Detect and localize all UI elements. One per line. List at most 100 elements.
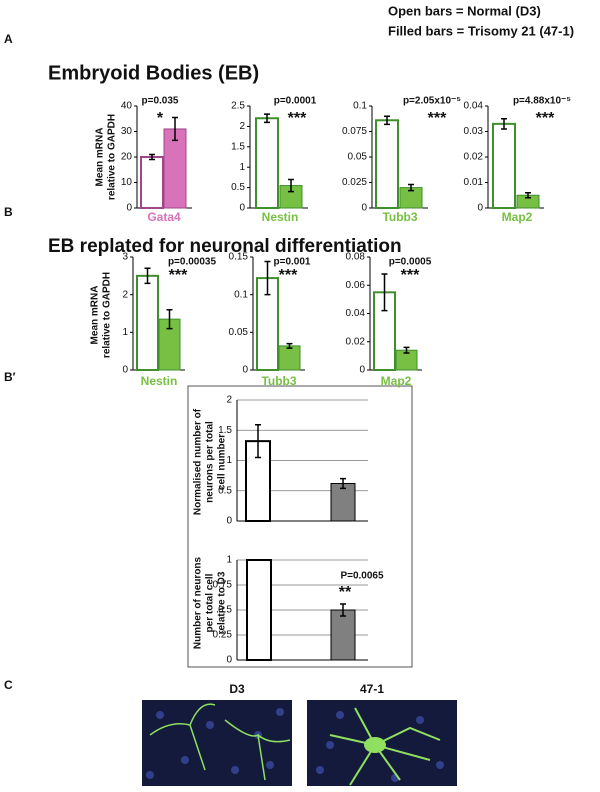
significance: *** [428,110,447,127]
filled-bar [278,345,301,371]
y-label: relative to GAPDH [102,272,113,358]
y-label: per total cell [205,573,216,632]
open-bar [492,122,516,209]
significance: *** [279,267,298,284]
error-bar [384,115,390,126]
error-bar [408,183,414,192]
error-bar [172,116,178,142]
image-label: 47-1 [360,682,384,696]
error-bar [525,191,531,199]
significance: ** [339,584,352,601]
p-value: p=0.0001 [274,96,317,107]
y-label: cell number [217,434,228,490]
p-value: p=4.88x10⁻⁵ [513,96,571,107]
significance: *** [288,110,307,127]
y-tick-label: 0.25 [213,630,233,641]
y-tick-label: 0.025 [342,177,367,188]
y-tick-label: 0 [239,203,245,214]
y-tick-label: 30 [121,126,133,137]
y-tick-label: 0.04 [464,101,484,112]
y-label: Mean mRNA [90,286,101,345]
legend-filled: Filled bars = Trisomy 21 (47-1) [388,23,574,38]
y-tick-label: 0.075 [342,126,367,137]
error-bar [264,113,270,124]
y-tick-label: 0.05 [348,152,368,163]
y-tick-label: 0.05 [229,327,249,338]
y-tick-label: 1 [226,555,232,566]
y-tick-label: 40 [121,101,133,112]
p-value: p=2.05x10⁻⁵ [403,96,461,107]
y-label: Number of neurons [193,556,204,649]
micrograph [307,700,457,786]
open-bar [375,119,399,209]
x-label: Nestin [141,374,178,388]
y-label: neurons per total [205,421,216,503]
micrograph [142,700,292,786]
y-tick-label: 1.5 [218,425,232,436]
error-bar [288,178,294,193]
y-tick-label: 2.5 [231,101,245,112]
y-tick-label: 10 [121,177,133,188]
y-tick-label: 0.01 [464,177,484,188]
panel-frame [187,385,413,668]
error-bar [381,273,388,312]
open-bar [136,274,159,372]
panel-label: C [4,678,13,692]
y-tick-label: 0.08 [346,252,366,263]
y-tick-label: 3 [122,252,128,263]
y-tick-label: 0.75 [213,580,233,591]
x-label: Tubb3 [261,374,296,388]
y-tick-label: 0.1 [353,101,367,112]
y-tick-label: 2 [226,395,232,406]
y-tick-label: 2 [122,289,128,300]
significance: *** [536,110,555,127]
y-tick-label: 1 [226,455,232,466]
y-label: relative to GAPDH [107,114,118,200]
y-tick-label: 1.5 [231,141,245,152]
y-tick-label: 0 [477,203,483,214]
error-bar [340,477,346,490]
panel-label: A [4,32,13,46]
open-bar [246,559,272,661]
x-label: Map2 [381,374,412,388]
y-tick-label: 1 [122,327,128,338]
p-value: P=0.0065 [340,571,384,582]
p-value: p=0.035 [142,96,179,107]
error-bar [403,346,410,354]
y-tick-label: 0 [226,516,232,527]
significance: *** [169,267,188,284]
x-label: Gata4 [147,210,181,224]
y-tick-label: 0.1 [234,289,248,300]
x-label: Tubb3 [382,210,417,224]
p-value: p=0.0005 [389,257,432,268]
error-bar [144,267,151,285]
error-bar [340,603,346,617]
error-bar [255,424,261,459]
y-tick-label: 20 [121,152,133,163]
y-tick-label: 0.06 [346,280,366,291]
panel-title: EB replated for neuronal differentiation [48,236,402,257]
y-tick-label: 0 [126,203,132,214]
y-tick-label: 0 [361,203,367,214]
y-label: Normalised number of [193,408,204,515]
open-bar [255,117,279,209]
y-tick-label: 0 [226,655,232,666]
y-label: Mean mRNA [95,128,106,187]
panel-title: Embryoid Bodies (EB) [48,62,259,84]
error-bar [264,260,271,296]
error-bar [166,308,173,330]
y-tick-label: 0 [242,365,248,376]
y-tick-label: 0.5 [218,605,232,616]
open-bar [140,156,164,209]
y-tick-label: 2 [239,121,245,132]
y-tick-label: 0.03 [464,126,484,137]
error-bar [149,153,155,161]
p-value: p=0.00035 [168,257,217,268]
image-label: D3 [229,682,245,696]
filled-bar [330,609,356,661]
y-tick-label: 0.02 [464,152,484,163]
y-tick-label: 0.04 [346,308,366,319]
y-label: relative to D3 [217,571,228,634]
panel-label: B′ [4,370,16,384]
